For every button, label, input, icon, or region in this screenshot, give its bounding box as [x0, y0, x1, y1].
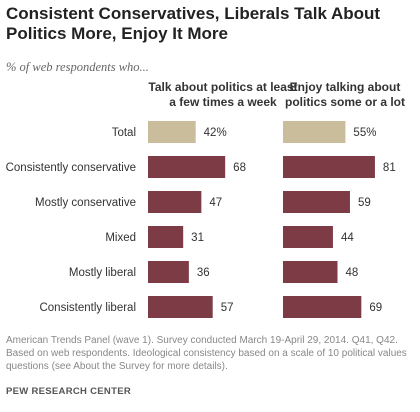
bar-talk-consistently-liberal: [148, 296, 213, 318]
bar-enjoy-mostly-conservative: [283, 191, 350, 213]
value-label-talk-total: 42%: [204, 127, 227, 139]
value-label-enjoy-mixed: 44: [341, 232, 354, 244]
value-label-enjoy-mostly-liberal: 48: [345, 267, 358, 279]
bar-talk-total: [148, 121, 196, 143]
column-header-enjoy: Enjoy talking about politics some or a l…: [284, 80, 406, 109]
value-label-talk-consistently-liberal: 57: [221, 302, 234, 314]
bar-talk-mixed: [148, 226, 184, 248]
value-label-enjoy-total: 55%: [353, 127, 376, 139]
bar-enjoy-total: [283, 121, 346, 143]
value-label-talk-consistently-conservative: 68: [233, 162, 246, 174]
value-label-talk-mostly-liberal: 36: [197, 267, 210, 279]
category-label-consistently-conservative: Consistently conservative: [6, 162, 136, 174]
bar-chart: Total 42% 55% Consistently conservative 68 81…: [6, 121, 396, 318]
category-label-mostly-conservative: Mostly conservative: [35, 197, 136, 209]
bar-enjoy-consistently-liberal: [283, 296, 362, 318]
value-label-talk-mostly-conservative: 47: [209, 197, 222, 209]
value-label-talk-mixed: 31: [191, 232, 204, 244]
bar-talk-mostly-conservative: [148, 191, 202, 213]
bar-enjoy-mostly-liberal: [283, 261, 338, 283]
chart-title: Consistent Conservatives, Liberals Talk …: [6, 4, 381, 43]
chart-subtitle: % of web respondents who...: [6, 60, 149, 74]
bar-talk-mostly-liberal: [148, 261, 189, 283]
bar-enjoy-mixed: [283, 226, 333, 248]
bar-talk-consistently-conservative: [148, 156, 226, 178]
value-label-enjoy-mostly-conservative: 59: [358, 197, 371, 209]
category-label-total: Total: [112, 127, 136, 139]
value-label-enjoy-consistently-conservative: 81: [383, 162, 396, 174]
value-label-enjoy-consistently-liberal: 69: [369, 302, 382, 314]
category-label-consistently-liberal: Consistently liberal: [39, 302, 136, 314]
source-label: PEW RESEARCH CENTER: [6, 386, 131, 397]
category-label-mostly-liberal: Mostly liberal: [69, 267, 136, 279]
column-header-talk: Talk about politics at least a few times…: [148, 80, 298, 109]
chart-footnote: American Trends Panel (wave 1). Survey c…: [6, 335, 407, 372]
bar-enjoy-consistently-conservative: [283, 156, 375, 178]
category-label-mixed: Mixed: [105, 232, 136, 244]
